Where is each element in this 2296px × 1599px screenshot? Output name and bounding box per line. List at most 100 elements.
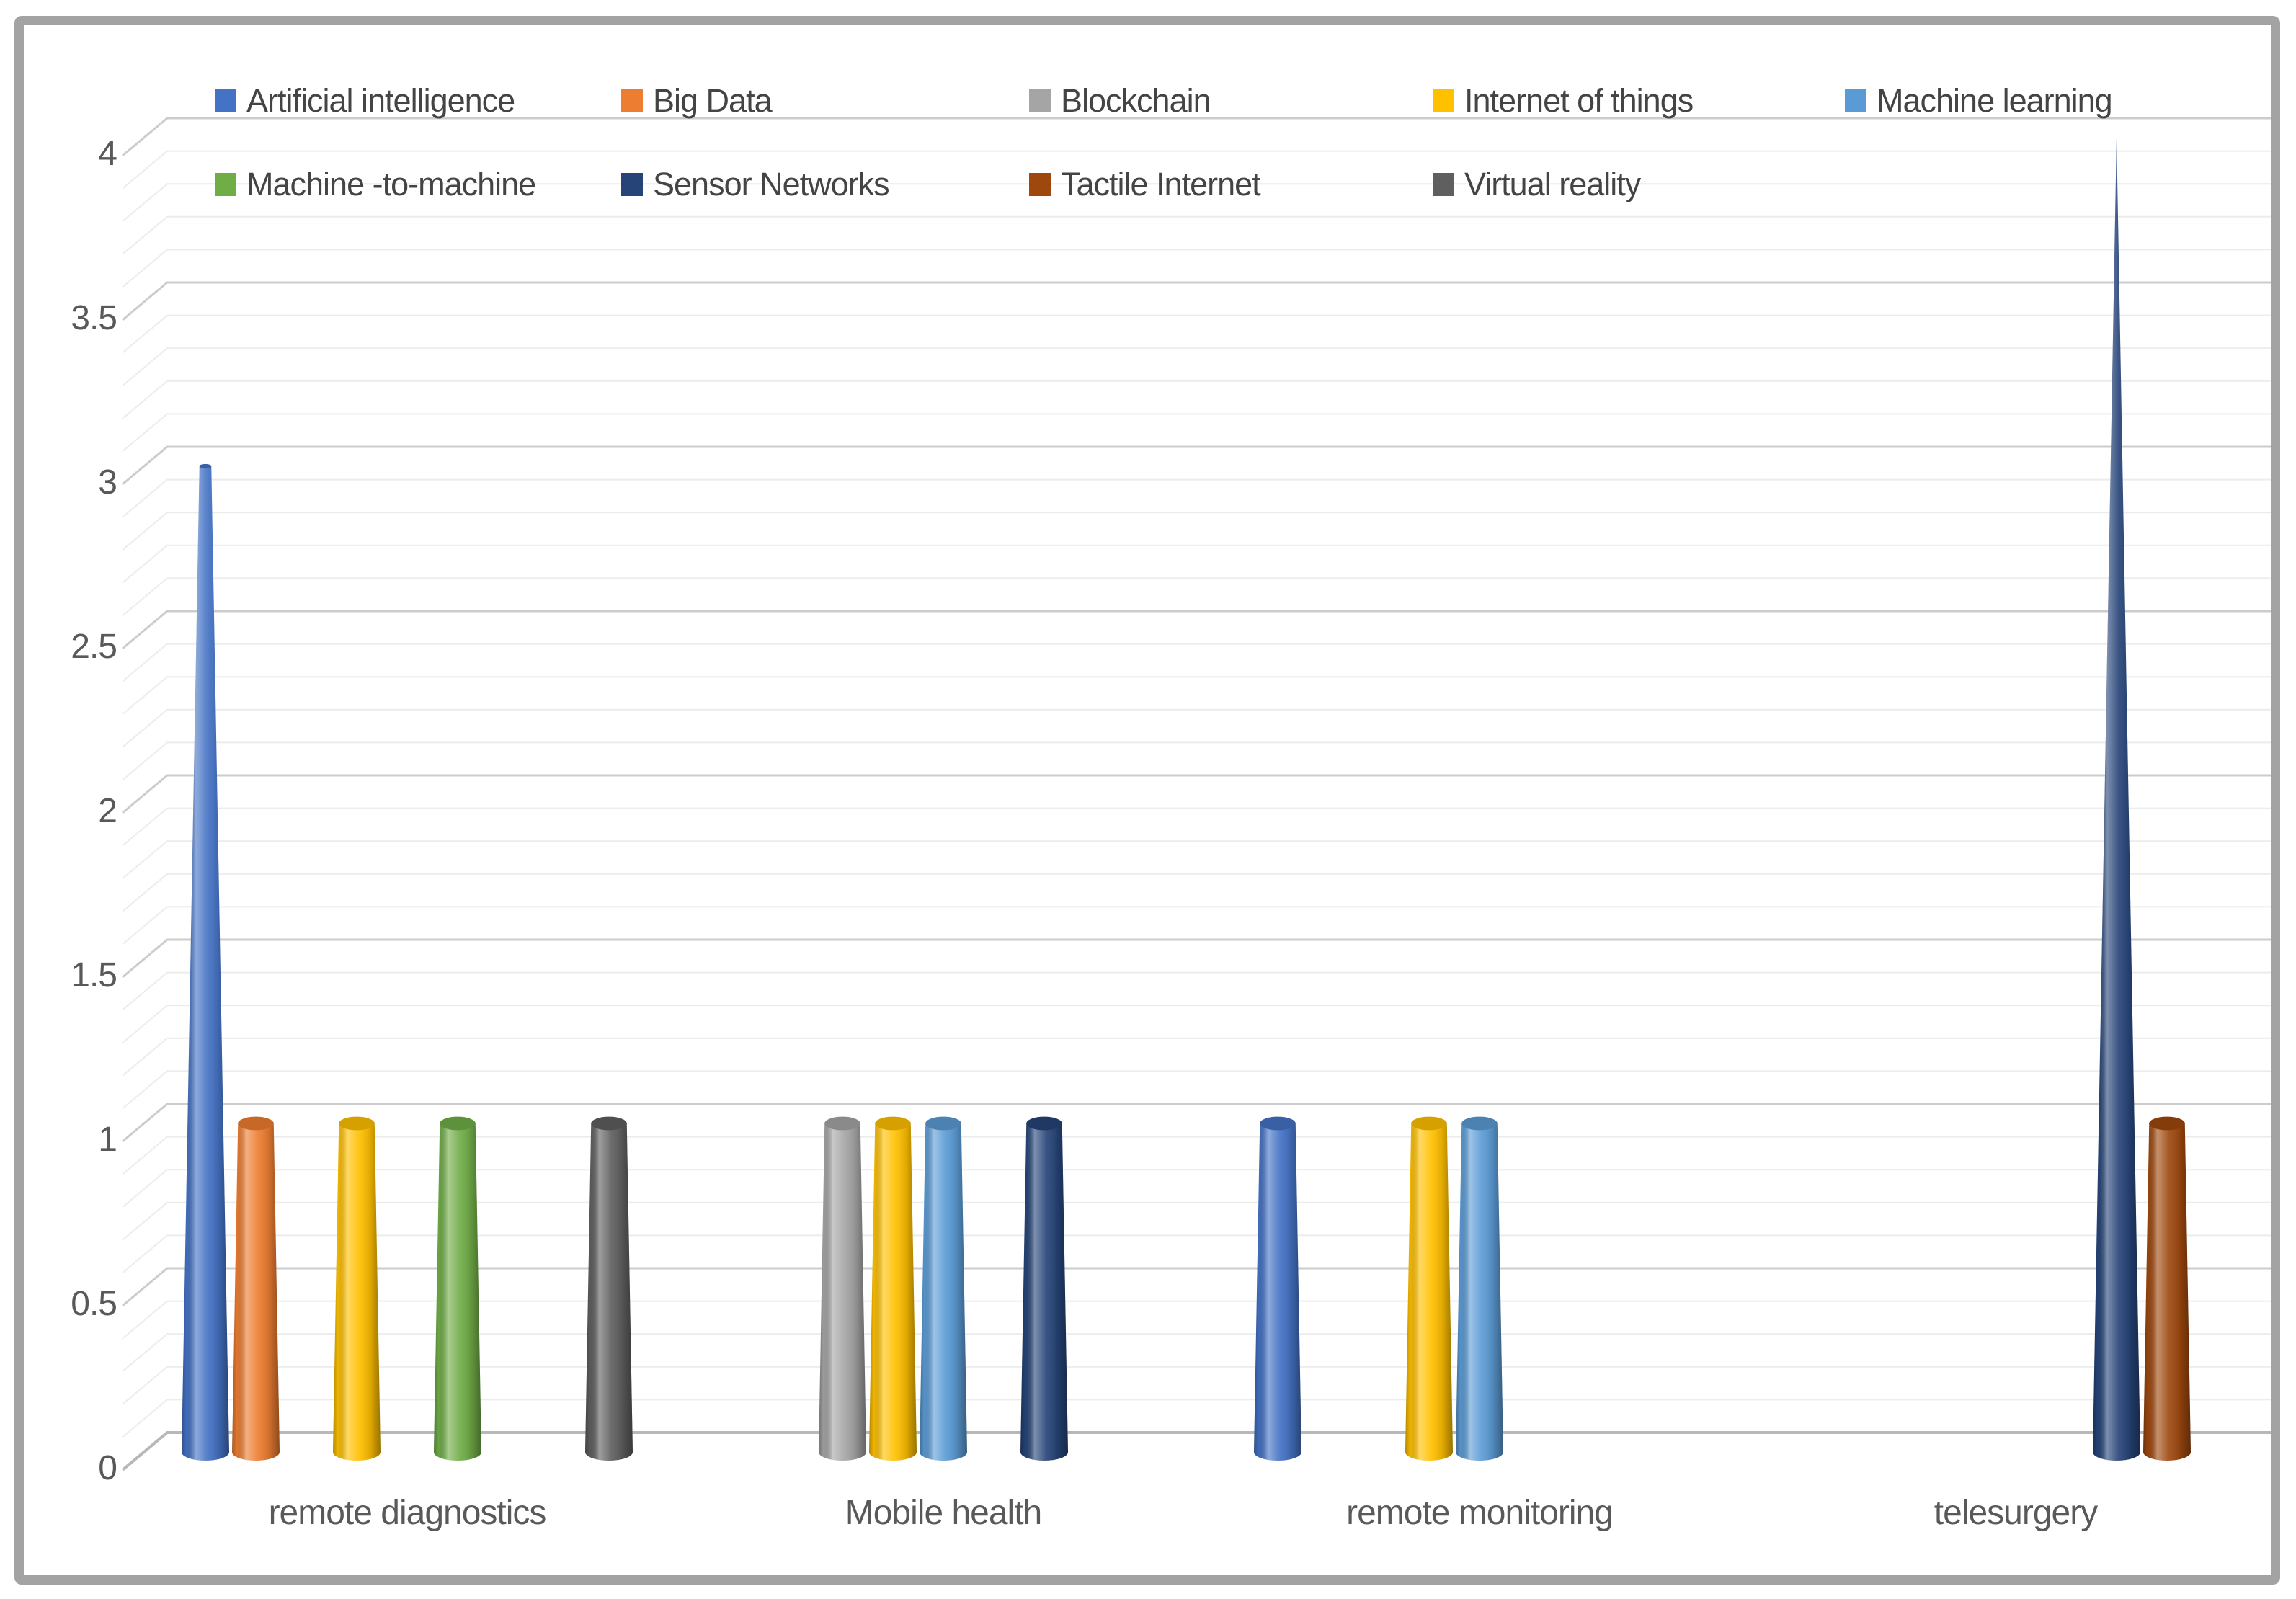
bar-cone bbox=[869, 1116, 917, 1461]
x-category-label: remote diagnostics bbox=[268, 1494, 547, 1532]
legend-item: Machine -to-machine bbox=[215, 164, 536, 205]
legend-item: Blockchain bbox=[1029, 81, 1211, 121]
minor-gridline bbox=[122, 478, 2271, 518]
minor-gridline bbox=[122, 1333, 2271, 1372]
major-gridline bbox=[122, 1267, 2271, 1307]
bar-cone bbox=[585, 1116, 633, 1461]
minor-gridline bbox=[122, 1234, 2271, 1274]
minor-gridline bbox=[122, 380, 2271, 419]
legend-label: Blockchain bbox=[1061, 82, 1211, 119]
minor-gridline bbox=[122, 676, 2271, 715]
legend-item: Sensor Networks bbox=[621, 164, 890, 205]
minor-gridline bbox=[122, 347, 2271, 386]
legend-label: Internet of things bbox=[1464, 82, 1694, 119]
minor-gridline bbox=[122, 840, 2271, 879]
bar-cone bbox=[1020, 1116, 1068, 1461]
minor-gridline bbox=[122, 1136, 2271, 1175]
major-gridline bbox=[122, 610, 2271, 650]
minor-gridline bbox=[122, 873, 2271, 912]
minor-gridline bbox=[122, 1005, 2271, 1043]
legend-swatch bbox=[215, 173, 236, 196]
y-tick-label: 2.5 bbox=[71, 628, 117, 666]
major-gridline bbox=[122, 938, 2271, 979]
y-tick-label: 0.5 bbox=[71, 1285, 117, 1323]
bar-cone bbox=[2093, 138, 2140, 1461]
minor-gridline bbox=[122, 1300, 2271, 1340]
major-gridline bbox=[122, 445, 2271, 486]
gridlines bbox=[121, 117, 2271, 1471]
minor-gridline bbox=[122, 150, 2271, 190]
bar-cone bbox=[434, 1116, 481, 1461]
y-tick-label: 2 bbox=[98, 792, 117, 830]
minor-gridline bbox=[122, 544, 2271, 584]
major-gridline bbox=[121, 1431, 2271, 1471]
x-category-label: Mobile health bbox=[845, 1494, 1043, 1532]
bar-cone bbox=[920, 1116, 967, 1461]
legend-item: Machine learning bbox=[1845, 81, 2113, 121]
minor-gridline bbox=[122, 249, 2271, 288]
minor-gridline bbox=[122, 1399, 2271, 1438]
minor-gridline bbox=[122, 1070, 2271, 1110]
legend-item: Artificial intelligence bbox=[215, 81, 515, 121]
legend-swatch bbox=[1433, 173, 1454, 196]
minor-gridline bbox=[122, 1201, 2271, 1241]
minor-gridline bbox=[122, 183, 2271, 222]
minor-gridline bbox=[122, 807, 2271, 847]
legend-label: Virtual reality bbox=[1464, 166, 1641, 202]
legend-label: Sensor Networks bbox=[653, 166, 890, 202]
legend-label: Big Data bbox=[653, 82, 773, 119]
minor-gridline bbox=[122, 643, 2271, 682]
minor-gridline bbox=[122, 1037, 2271, 1077]
minor-gridline bbox=[122, 215, 2271, 255]
chart-frame-border bbox=[14, 16, 2280, 1585]
y-tick-label: 4 bbox=[98, 135, 117, 173]
bar-cone bbox=[232, 1116, 280, 1461]
bar-cone bbox=[1254, 1116, 1301, 1461]
legend-swatch bbox=[215, 89, 236, 112]
bar-cone bbox=[1405, 1116, 1453, 1461]
legend-label: Machine -to-machine bbox=[246, 166, 536, 202]
y-tick-label: 0 bbox=[98, 1449, 117, 1487]
y-tick-label: 3 bbox=[98, 463, 117, 502]
minor-gridline bbox=[122, 741, 2271, 781]
major-gridline bbox=[122, 774, 2271, 814]
legend-swatch bbox=[621, 173, 643, 196]
legend-item: Tactile Internet bbox=[1029, 164, 1261, 205]
legend-swatch bbox=[1845, 89, 1866, 112]
minor-gridline bbox=[122, 1366, 2271, 1405]
legend-label: Machine learning bbox=[1877, 82, 2113, 119]
bar-cone bbox=[182, 463, 229, 1461]
legend-swatch bbox=[621, 89, 643, 112]
legend-swatch bbox=[1029, 173, 1051, 196]
bar-cone bbox=[333, 1116, 381, 1461]
legend-swatch bbox=[1029, 89, 1051, 112]
minor-gridline bbox=[122, 906, 2271, 945]
legend-label: Tactile Internet bbox=[1061, 166, 1261, 202]
legend-item: Big Data bbox=[621, 81, 773, 121]
legend-swatch bbox=[1433, 89, 1454, 112]
bar-cone bbox=[1456, 1116, 1503, 1461]
y-tick-label: 1.5 bbox=[71, 956, 117, 994]
minor-gridline bbox=[122, 971, 2271, 1011]
minor-gridline bbox=[122, 1169, 2271, 1208]
minor-gridline bbox=[122, 708, 2271, 748]
y-tick-label: 1 bbox=[98, 1121, 117, 1159]
x-category-label: remote monitoring bbox=[1346, 1494, 1614, 1532]
minor-gridline bbox=[122, 577, 2271, 617]
legend-item: Internet of things bbox=[1433, 81, 1694, 121]
y-tick-label: 3.5 bbox=[71, 299, 117, 337]
minor-gridline bbox=[122, 314, 2271, 354]
bars bbox=[182, 138, 2191, 1461]
bar-cone bbox=[819, 1116, 866, 1461]
minor-gridline bbox=[122, 413, 2271, 453]
major-gridline bbox=[122, 117, 2271, 157]
x-category-label: telesurgery bbox=[1934, 1494, 2098, 1532]
major-gridline bbox=[122, 281, 2271, 321]
legend-item: Virtual reality bbox=[1433, 164, 1641, 205]
legend-label: Artificial intelligence bbox=[246, 82, 515, 119]
minor-gridline bbox=[122, 512, 2271, 551]
major-gridline bbox=[122, 1103, 2271, 1143]
bar-cone bbox=[2143, 1116, 2191, 1461]
